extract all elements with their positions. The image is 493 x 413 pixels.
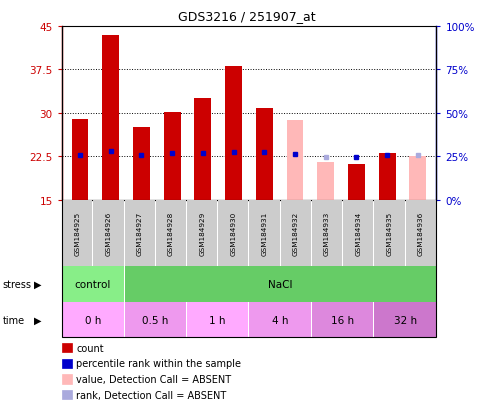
Text: GSM184929: GSM184929	[199, 211, 205, 255]
Text: count: count	[76, 343, 104, 353]
Bar	[71, 119, 89, 200]
Bar	[256, 109, 273, 200]
Text: time: time	[2, 315, 25, 325]
Text: GSM184930: GSM184930	[230, 211, 236, 255]
Text: ▶: ▶	[34, 315, 42, 325]
Text: GSM184926: GSM184926	[106, 211, 111, 255]
Text: GSM184931: GSM184931	[262, 211, 268, 255]
Text: GSM184936: GSM184936	[418, 211, 423, 255]
Bar	[133, 128, 150, 200]
Text: control: control	[74, 279, 111, 290]
Text: GSM184932: GSM184932	[293, 211, 299, 255]
Text: 16 h: 16 h	[331, 315, 354, 325]
Text: GSM184935: GSM184935	[387, 211, 392, 255]
Text: GSM184933: GSM184933	[324, 211, 330, 255]
Text: GSM184934: GSM184934	[355, 211, 361, 255]
Bar	[225, 67, 242, 200]
Bar	[317, 163, 334, 200]
Bar	[194, 99, 211, 200]
Text: GSM184925: GSM184925	[74, 211, 80, 255]
Text: 0 h: 0 h	[85, 315, 101, 325]
Text: GSM184928: GSM184928	[168, 211, 174, 255]
Text: NaCl: NaCl	[268, 279, 292, 290]
Bar	[103, 36, 119, 200]
Bar	[164, 112, 180, 200]
Bar	[348, 164, 365, 200]
Text: rank, Detection Call = ABSENT: rank, Detection Call = ABSENT	[76, 390, 227, 400]
Text: GSM184927: GSM184927	[137, 211, 142, 255]
Text: stress: stress	[2, 279, 32, 290]
Text: ▶: ▶	[34, 279, 42, 290]
Text: 1 h: 1 h	[210, 315, 226, 325]
Bar	[409, 157, 426, 200]
Bar	[286, 121, 304, 200]
Text: value, Detection Call = ABSENT: value, Detection Call = ABSENT	[76, 374, 232, 384]
Bar	[379, 154, 395, 200]
Text: 4 h: 4 h	[272, 315, 288, 325]
Text: 0.5 h: 0.5 h	[142, 315, 169, 325]
Text: GDS3216 / 251907_at: GDS3216 / 251907_at	[177, 10, 316, 23]
Text: percentile rank within the sample: percentile rank within the sample	[76, 358, 242, 368]
Text: 32 h: 32 h	[393, 315, 417, 325]
